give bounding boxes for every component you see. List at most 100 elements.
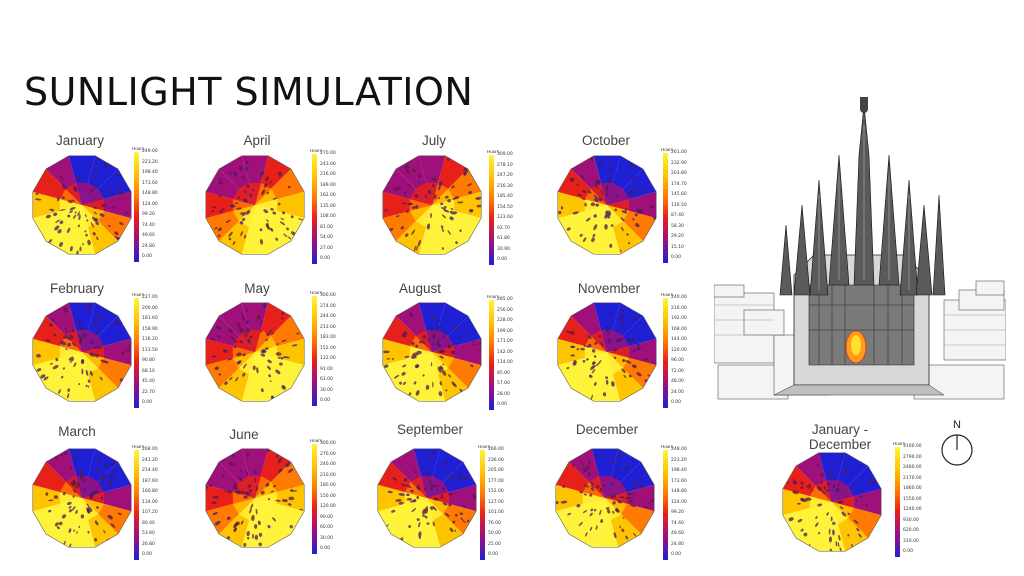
legend-tick: 173.60 (671, 478, 687, 484)
sunlight-map-october (557, 155, 657, 255)
legend-tick: 2790.00 (903, 454, 922, 460)
legend-tick: 136.20 (142, 337, 158, 343)
legend-unit: Hours (487, 294, 500, 299)
legend-september: Hours 266.00 236.00 205.00 177.00 152.00 127.0… (478, 444, 530, 560)
legend-tick: 27.00 (320, 245, 333, 251)
legend-unit: Hours (132, 146, 145, 151)
legend-tick: 198.40 (671, 468, 687, 474)
legend-tick: 74.40 (671, 520, 684, 526)
legend-tick: 0.00 (488, 552, 499, 558)
legend-tick: 57.00 (497, 381, 510, 387)
legend-tick: 285.00 (497, 297, 513, 302)
legend-tick: 120.00 (320, 504, 336, 510)
legend-tick: 243.00 (320, 161, 336, 167)
panel-label-january-december: January - December (808, 422, 872, 452)
legend-december: Hours 248.00 223.20 198.40 173.60 148.80 124.0… (661, 444, 713, 560)
legend-ticks: 309.00 278.10 247.20 216.30 185.40 154.50 123.… (497, 152, 513, 263)
legend-tick: 213.00 (320, 324, 336, 330)
legend-tick: 270.00 (320, 151, 336, 156)
sunlight-map-november (557, 302, 657, 402)
legend-tick: 152.00 (320, 345, 336, 351)
legend-tick: 214.40 (142, 468, 158, 474)
north-compass-icon: N (941, 419, 973, 466)
legend-tick: 87.40 (671, 213, 684, 219)
legend-tick: 162.00 (320, 193, 336, 199)
legend-february: Hours 227.00 200.00 181.60 158.90 136.20 113.5… (132, 292, 184, 408)
legend-tick: 185.40 (497, 194, 513, 200)
panel-label-april: April (243, 133, 271, 148)
legend-tick: 99.20 (142, 212, 155, 218)
legend-unit: Hours (132, 292, 145, 297)
legend-tick: 68.10 (142, 368, 155, 374)
legend-tick: 113.50 (142, 347, 158, 353)
legend-tick: 15.10 (671, 244, 684, 250)
legend-unit: Hours (132, 444, 145, 449)
legend-tick: 310.00 (903, 538, 919, 544)
legend-tick: 29.20 (671, 234, 684, 240)
legend-tick: 24.80 (671, 541, 684, 547)
legend-tick: 53.60 (142, 531, 155, 537)
legend-ticks: 300.00 270.00 240.00 210.00 180.00 150.00 120.… (320, 441, 336, 552)
legend-ticks: 240.00 216.00 192.00 168.00 144.00 120.00 96.0… (671, 295, 687, 406)
legend-tick: 90.80 (142, 358, 155, 364)
legend-tick: 223.20 (142, 159, 158, 165)
legend-tick: 187.60 (142, 478, 158, 484)
legend-tick: 96.00 (671, 358, 684, 364)
legend-tick: 173.60 (142, 180, 158, 186)
legend-april: Hours 270.00 243.00 216.00 189.00 162.00 135.0… (310, 148, 362, 264)
legend-tick: 620.00 (903, 528, 919, 534)
legend-tick: 122.00 (320, 356, 336, 362)
legend-tick: 181.60 (142, 316, 158, 322)
sunlight-map-may (205, 302, 305, 402)
legend-ticks: 300.00 274.00 244.00 213.00 183.00 152.00 122.… (320, 293, 336, 404)
legend-tick: 192.00 (671, 316, 687, 322)
legend-tick: 248.00 (671, 447, 687, 452)
legend-tick: 1860.00 (903, 486, 922, 492)
legend-tick: 85.00 (497, 370, 510, 376)
legend-tick: 30.00 (320, 387, 333, 393)
legend-tick: 114.00 (497, 360, 513, 366)
legend-tick: 1240.00 (903, 507, 922, 513)
legend-tick: 216.30 (497, 183, 513, 189)
legend-tick: 183.00 (320, 335, 336, 341)
legend-ticks: 266.00 236.00 205.00 177.00 152.00 127.00 101.… (488, 447, 504, 558)
legend-unit: Hours (661, 292, 674, 297)
legend-tick: 278.10 (497, 162, 513, 168)
legend-tick: 174.70 (671, 181, 687, 187)
legend-tick: 24.00 (671, 389, 684, 395)
legend-ticks: 248.00 223.20 198.40 173.60 148.80 124.00 99.2… (671, 447, 687, 558)
legend-tick: 158.90 (142, 326, 158, 332)
legend-tick: 0.00 (671, 552, 682, 558)
legend-color-bar (312, 154, 317, 264)
legend-tick: 0.00 (497, 402, 508, 408)
legend-unit: Hours (310, 438, 323, 443)
panel-label-may: May (244, 281, 270, 296)
panel-label-january: January (55, 133, 105, 148)
sunlight-map-january-december (782, 452, 882, 552)
legend-tick: 0.00 (320, 256, 331, 262)
legend-tick: 3100.00 (903, 444, 922, 449)
legend-tick: 270.00 (320, 451, 336, 457)
legend-tick: 28.00 (497, 391, 510, 397)
legend-ticks: 249.00 223.20 198.40 173.60 148.80 124.00 99.2… (142, 149, 158, 260)
legend-tick: 101.00 (488, 510, 504, 516)
legend-tick: 49.60 (142, 233, 155, 239)
legend-unit: Hours (661, 444, 674, 449)
legend-tick: 58.30 (671, 223, 684, 229)
legend-may: Hours 300.00 274.00 244.00 213.00 183.00 152.0… (310, 290, 362, 406)
sunlight-map-march (32, 448, 132, 548)
legend-tick: 930.00 (903, 517, 919, 523)
legend-tick: 0.00 (142, 400, 153, 406)
legend-tick: 216.00 (671, 305, 687, 311)
legend-january-december: Hours 3100.00 2790.00 2480.00 2170.00 1860.00… (893, 441, 945, 557)
legend-unit: Hours (661, 147, 674, 152)
legend-tick: 127.00 (488, 499, 504, 505)
legend-color-bar (312, 444, 317, 554)
legend-tick: 107.20 (142, 510, 158, 516)
legend-tick: 180.00 (320, 483, 336, 489)
legend-july: Hours 309.00 278.10 247.20 216.30 185.40 154.5… (487, 149, 539, 265)
legend-tick: 152.00 (488, 489, 504, 495)
legend-tick: 148.80 (142, 191, 158, 197)
legend-tick: 247.20 (497, 173, 513, 179)
legend-tick: 60.00 (320, 525, 333, 531)
